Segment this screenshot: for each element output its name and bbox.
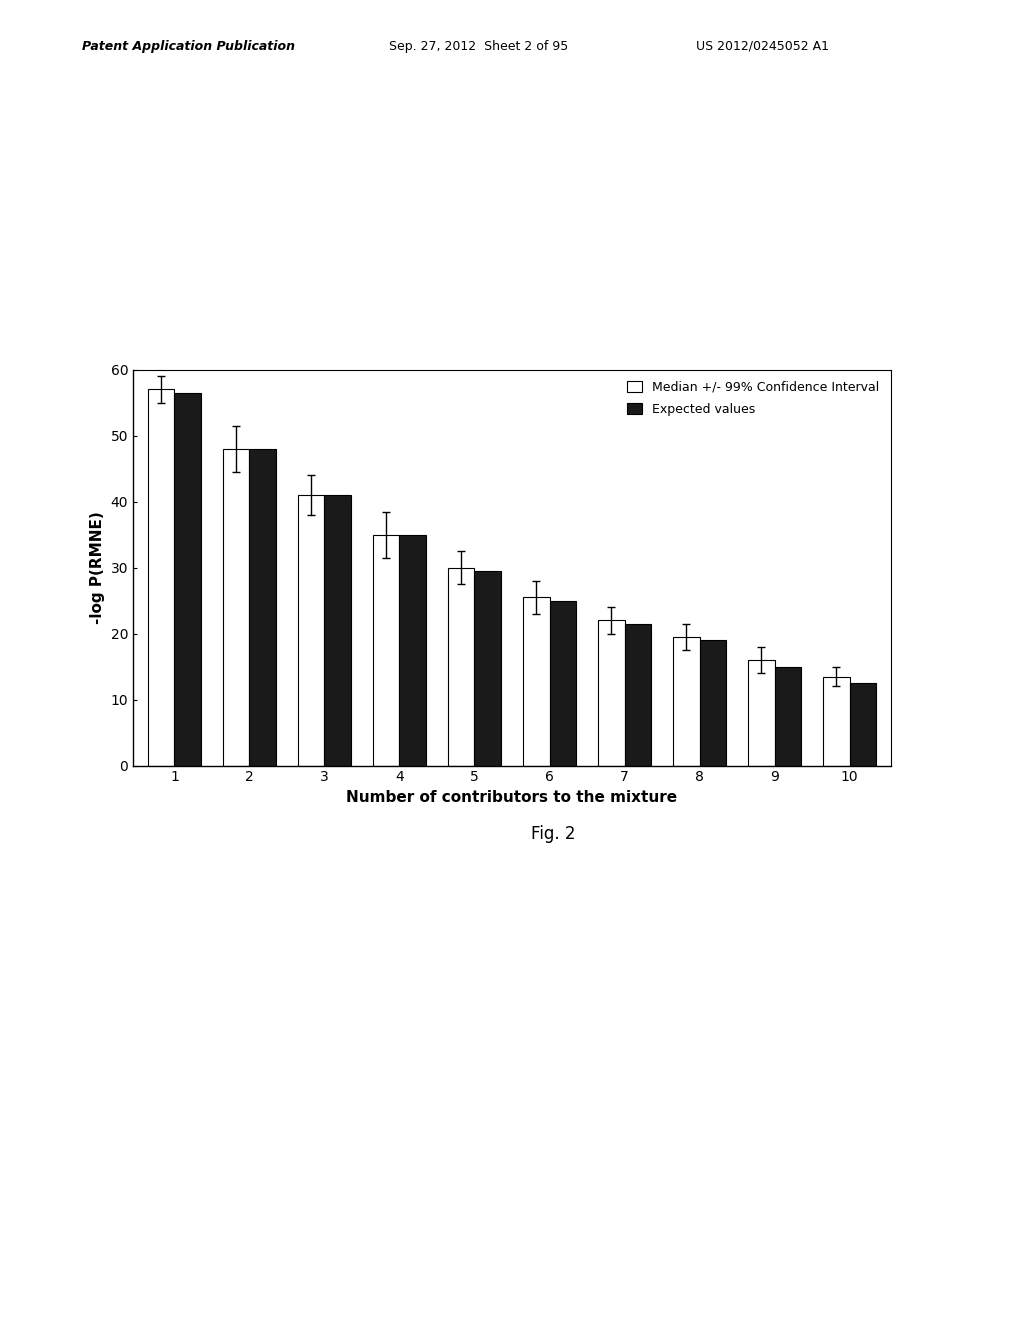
Legend: Median +/- 99% Confidence Interval, Expected values: Median +/- 99% Confidence Interval, Expe…	[623, 376, 885, 421]
Bar	[850, 684, 876, 766]
Text: US 2012/0245052 A1: US 2012/0245052 A1	[696, 40, 829, 53]
Bar	[298, 495, 325, 766]
Bar	[174, 393, 201, 766]
Text: Sep. 27, 2012  Sheet 2 of 95: Sep. 27, 2012 Sheet 2 of 95	[389, 40, 568, 53]
Bar	[749, 660, 774, 766]
Bar	[550, 601, 575, 766]
Bar	[625, 624, 651, 766]
Bar	[399, 535, 426, 766]
Text: Patent Application Publication: Patent Application Publication	[82, 40, 295, 53]
Bar	[449, 568, 474, 766]
Bar	[373, 535, 399, 766]
Bar	[325, 495, 350, 766]
Bar	[774, 667, 801, 766]
X-axis label: Number of contributors to the mixture: Number of contributors to the mixture	[346, 789, 678, 805]
Bar	[474, 572, 501, 766]
Bar	[674, 638, 699, 766]
Bar	[148, 389, 174, 766]
Bar	[699, 640, 726, 766]
Bar	[598, 620, 625, 766]
Y-axis label: -log P(RMNE): -log P(RMNE)	[90, 511, 105, 624]
Bar	[523, 597, 550, 766]
Bar	[223, 449, 250, 766]
Bar	[250, 449, 275, 766]
Text: Fig. 2: Fig. 2	[530, 825, 575, 843]
Bar	[823, 676, 850, 766]
